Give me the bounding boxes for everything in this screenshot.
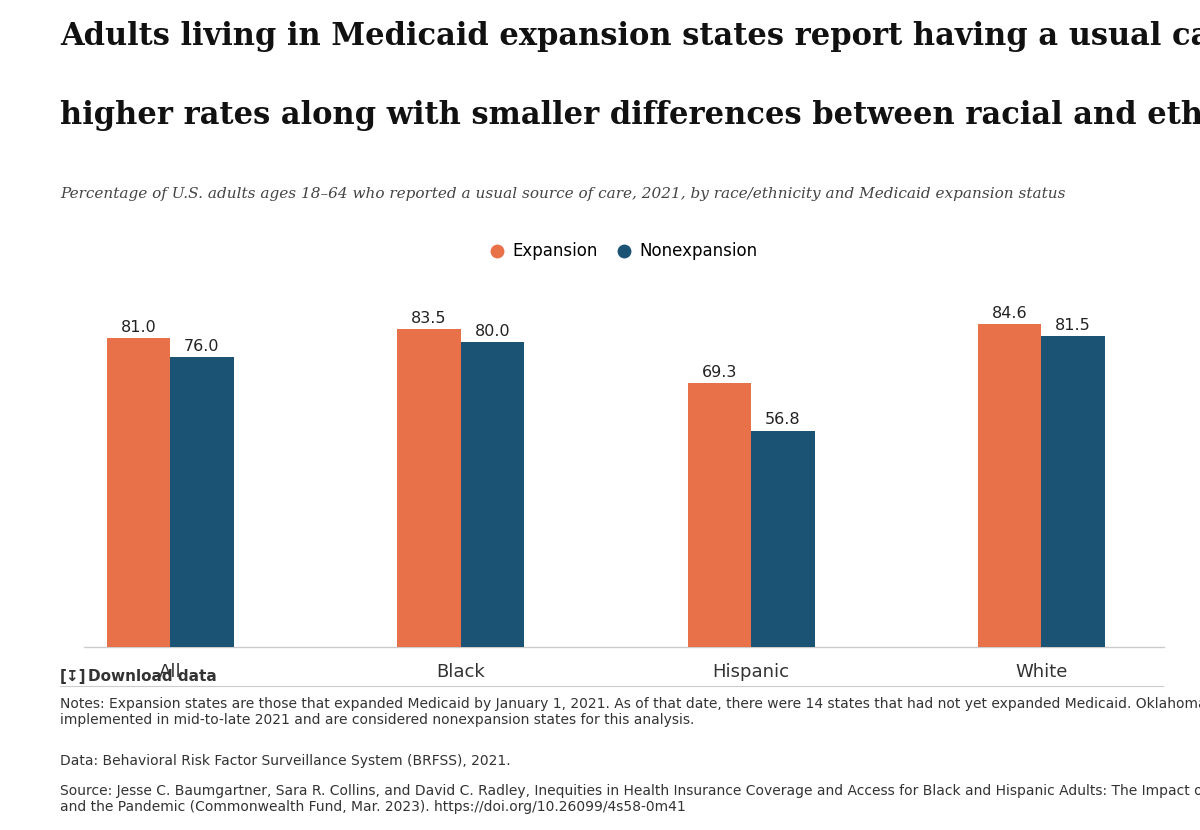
Text: higher rates along with smaller differences between racial and ethnic groups.: higher rates along with smaller differen… <box>60 100 1200 130</box>
Bar <box>688 383 751 647</box>
Text: Percentage of U.S. adults ages 18–64 who reported a usual source of care, 2021, : Percentage of U.S. adults ages 18–64 who… <box>60 187 1066 201</box>
Bar <box>170 357 234 647</box>
Bar <box>397 329 461 647</box>
Text: 56.8: 56.8 <box>766 413 800 427</box>
Text: 76.0: 76.0 <box>185 339 220 354</box>
Text: 69.3: 69.3 <box>702 364 737 380</box>
Legend: Expansion, Nonexpansion: Expansion, Nonexpansion <box>484 236 764 267</box>
Text: Source: Jesse C. Baumgartner, Sara R. Collins, and David C. Radley, Inequities i: Source: Jesse C. Baumgartner, Sara R. Co… <box>60 784 1200 813</box>
Bar <box>751 431 815 647</box>
Bar <box>461 342 524 647</box>
Text: 80.0: 80.0 <box>474 324 510 339</box>
Text: Adults living in Medicaid expansion states report having a usual care provider a: Adults living in Medicaid expansion stat… <box>60 21 1200 51</box>
Text: 81.0: 81.0 <box>120 320 156 335</box>
Bar <box>1042 336 1105 647</box>
Text: Notes: Expansion states are those that expanded Medicaid by January 1, 2021. As : Notes: Expansion states are those that e… <box>60 697 1200 727</box>
Bar <box>978 325 1042 647</box>
Text: 83.5: 83.5 <box>412 310 446 325</box>
Text: 81.5: 81.5 <box>1055 318 1091 333</box>
Text: Download data: Download data <box>88 669 216 684</box>
Text: Data: Behavioral Risk Factor Surveillance System (BRFSS), 2021.: Data: Behavioral Risk Factor Surveillanc… <box>60 754 511 768</box>
Text: [↧]: [↧] <box>60 669 86 684</box>
Bar <box>107 338 170 647</box>
Text: 84.6: 84.6 <box>992 306 1027 321</box>
